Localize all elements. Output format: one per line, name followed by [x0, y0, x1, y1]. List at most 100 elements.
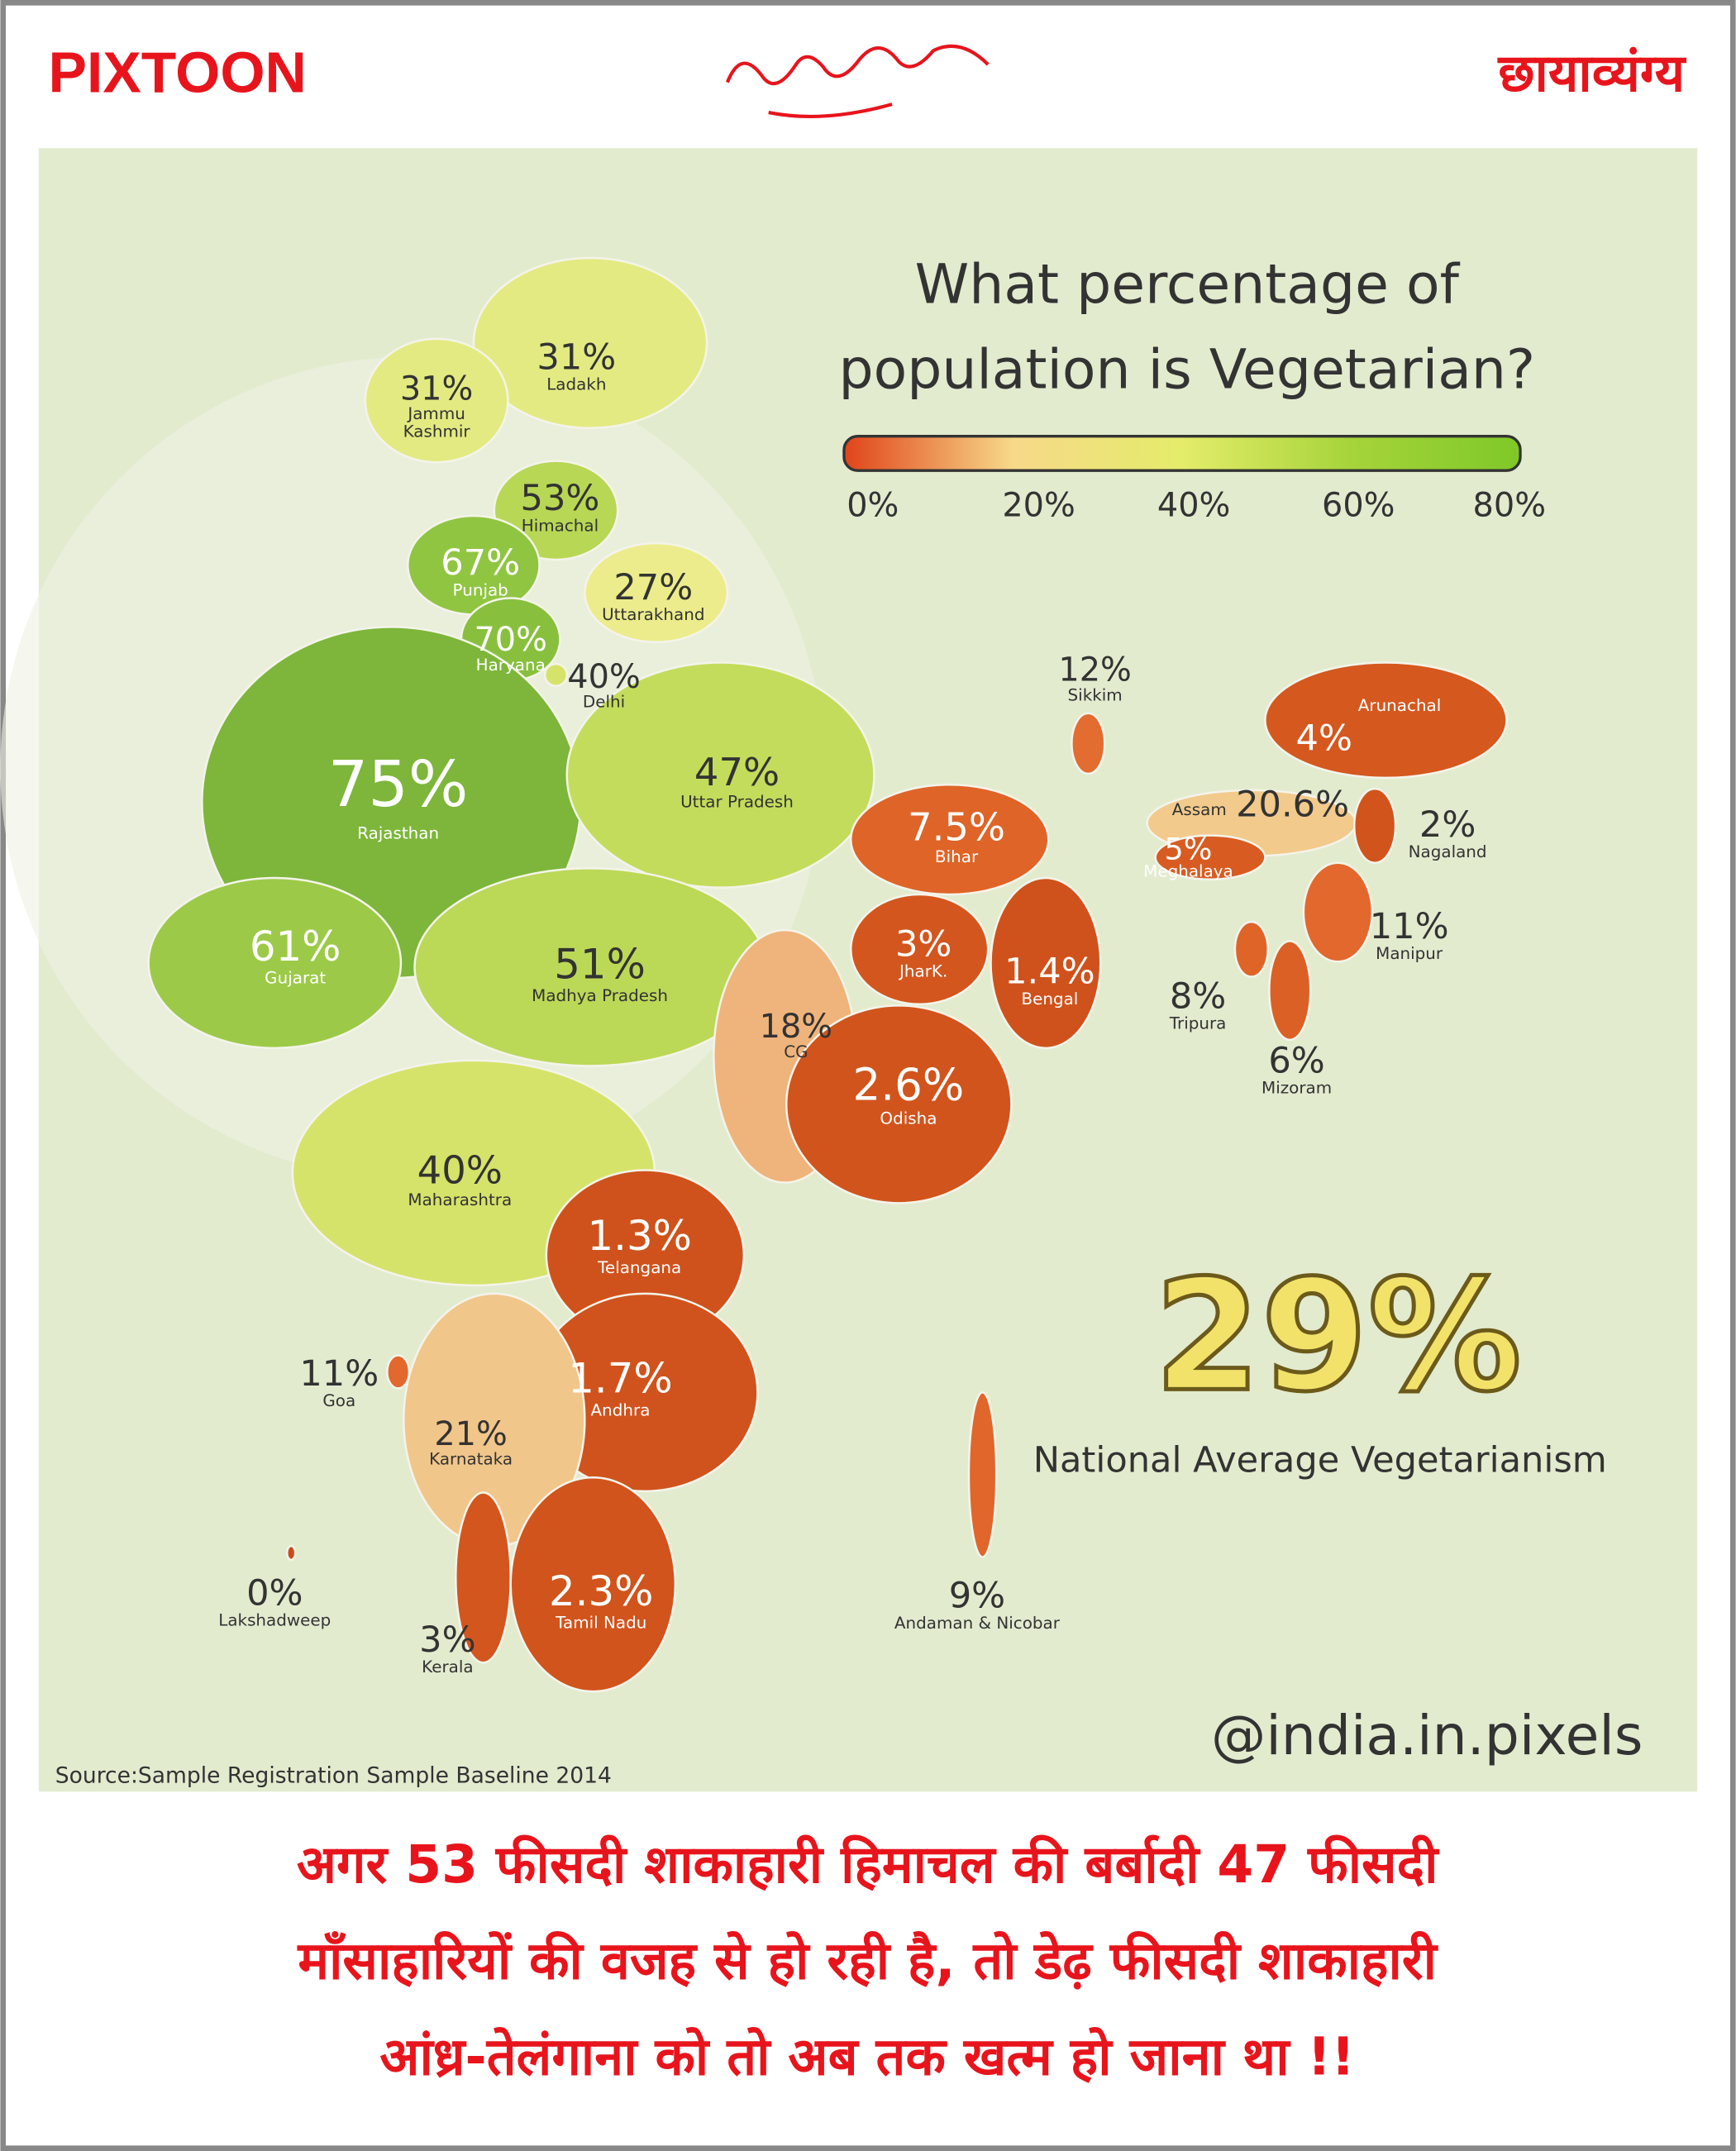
region-name: Maharashtra: [408, 1190, 512, 1209]
region-value: 21%: [434, 1415, 507, 1453]
region-name: Himachal: [522, 516, 599, 535]
caption-line: आंध्र-तेलंगाना को तो अब तक खत्म हो जाना …: [379, 2026, 1355, 2087]
region-value: 70%: [474, 621, 547, 659]
region-name: Karnataka: [429, 1450, 513, 1469]
region: [1302, 861, 1374, 963]
region: [850, 783, 1050, 896]
region-value: 0%: [246, 1572, 303, 1614]
region-value: 11%: [1370, 906, 1449, 947]
region-value: 1.4%: [1004, 951, 1095, 993]
region-name: Telangana: [597, 1258, 681, 1277]
region-value: 8%: [1170, 976, 1226, 1018]
region: [1264, 661, 1508, 780]
region: [967, 1391, 998, 1558]
region-value: 51%: [554, 940, 646, 988]
region-name: Odisha: [880, 1109, 937, 1128]
map-labels: 31%Ladakh31%JammuKashmir53%Himachal67%Pu…: [218, 336, 1486, 1676]
region-name: Punjab: [453, 580, 508, 599]
region-value: 75%: [328, 748, 469, 822]
region-name: Ladakh: [546, 374, 606, 393]
region-name: Sikkim: [1068, 685, 1123, 704]
region-name: Jammu: [406, 404, 465, 423]
region: [785, 1004, 1013, 1204]
region-value: 2.6%: [853, 1060, 965, 1111]
region: [1268, 940, 1312, 1042]
handle: @india.in.pixels: [1211, 1703, 1643, 1767]
region: [1353, 787, 1397, 865]
region-name: CG: [784, 1042, 808, 1061]
region-name: Manipur: [1376, 944, 1443, 963]
region-value: 40%: [417, 1147, 503, 1192]
region-value: 27%: [613, 567, 693, 608]
legend-tick: 0%: [847, 486, 899, 524]
signature: [725, 44, 990, 118]
region-value: 6%: [1268, 1041, 1324, 1082]
region-value: 31%: [537, 336, 616, 378]
region: [565, 661, 875, 889]
caption-line: माँसाहारियों की वजह से हो रही है, तो डेढ…: [297, 1929, 1438, 1991]
legend-tick: 80%: [1473, 486, 1547, 524]
region: [1233, 920, 1269, 978]
region-name: Mizoram: [1261, 1079, 1332, 1098]
source: Source:Sample Registration Sample Baseli…: [55, 1762, 612, 1788]
region-value: 9%: [949, 1576, 1005, 1617]
legend-tick: 20%: [1002, 486, 1075, 524]
region-value: 31%: [400, 370, 473, 408]
region: [285, 1544, 297, 1562]
region-name: Tripura: [1169, 1014, 1227, 1033]
region-value: 20.6%: [1236, 784, 1349, 825]
region-name: Gujarat: [265, 969, 326, 988]
caption-line: अगर 53 फीसदी शाकाहारी हिमाचल की बर्बादी …: [297, 1834, 1440, 1895]
region-value: 1.7%: [568, 1355, 672, 1403]
region: [584, 541, 729, 643]
region-value: 47%: [694, 750, 780, 794]
region-name: Assam: [1172, 800, 1227, 819]
region: [1154, 834, 1266, 880]
region-name: Tamil Nadu: [555, 1614, 646, 1633]
region-value: 1.3%: [587, 1212, 691, 1260]
legend-bar: [842, 435, 1522, 472]
region: [543, 662, 568, 687]
region-name: Arunachal: [1358, 696, 1442, 715]
region-value: 12%: [1058, 651, 1132, 689]
brand: PIXTOON: [48, 40, 306, 104]
legend-tick: 60%: [1322, 486, 1395, 524]
title-line: population is Vegetarian?: [838, 336, 1535, 401]
region-name: Delhi: [583, 693, 625, 712]
region-name: Bihar: [935, 847, 979, 866]
region-value: 61%: [250, 923, 341, 971]
region-value: 3%: [419, 1619, 475, 1661]
region: [1071, 712, 1106, 775]
region-name: Andaman & Nicobar: [894, 1614, 1061, 1633]
region-value: 7.5%: [908, 804, 1005, 849]
region-name: JharK.: [898, 962, 947, 981]
region-name: Rajasthan: [357, 824, 439, 843]
region-value: 4%: [1296, 718, 1352, 760]
map: [147, 256, 1508, 1693]
section-label: छायाव्यंग्य: [1497, 42, 1686, 103]
region-value: 18%: [760, 1008, 833, 1046]
legend: 0% 20% 40% 60% 80%: [847, 486, 1546, 524]
region-name: Madhya Pradesh: [532, 986, 668, 1005]
region: [386, 1354, 411, 1390]
region-value: 2%: [1419, 804, 1476, 846]
region-value: 5%: [1165, 831, 1213, 866]
region-name: Goa: [322, 1391, 355, 1410]
region-name: Bengal: [1021, 990, 1078, 1009]
region-value: 2.3%: [549, 1567, 653, 1615]
region-name: Uttar Pradesh: [680, 793, 794, 812]
region: [364, 337, 509, 464]
region: [147, 876, 403, 1050]
region-name: Uttarakhand: [602, 605, 704, 624]
region-value: 11%: [299, 1353, 379, 1395]
region-name: Nagaland: [1409, 842, 1487, 861]
national-average-value: 29%: [1154, 1246, 1522, 1425]
region-name: Kashmir: [403, 422, 471, 441]
region-value: 67%: [441, 542, 520, 584]
region: [990, 876, 1102, 1050]
title-line: What percentage of: [915, 252, 1461, 317]
region-name: Meghalaya: [1143, 862, 1233, 881]
region: [472, 256, 708, 429]
